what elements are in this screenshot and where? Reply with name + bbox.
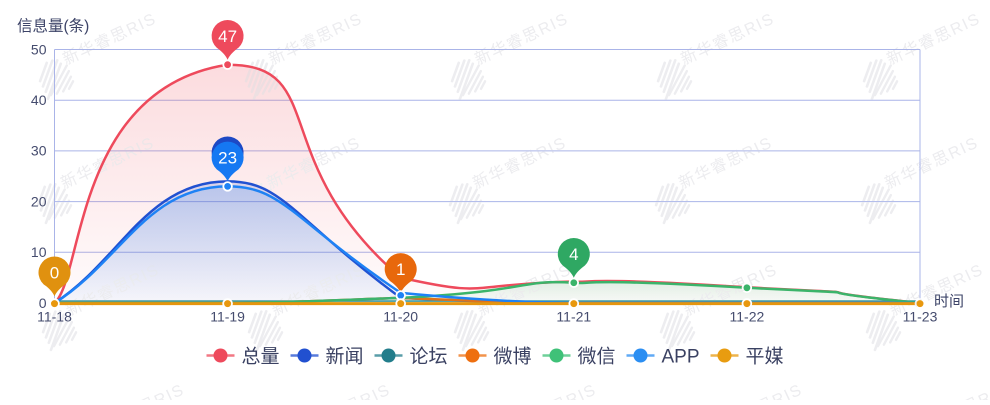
svg-text:总量: 总量 [242, 346, 280, 368]
svg-text:时间: 时间 [934, 293, 964, 310]
svg-text:11-19: 11-19 [210, 309, 245, 325]
svg-text:新华睿思RIS: 新华睿思RIS [706, 381, 805, 400]
svg-text:47: 47 [218, 27, 237, 46]
svg-text:新华睿思RIS: 新华睿思RIS [294, 381, 393, 400]
svg-text:23: 23 [218, 149, 237, 168]
svg-text:0: 0 [39, 295, 47, 311]
svg-text:新华睿思RIS: 新华睿思RIS [472, 10, 571, 69]
svg-text:新华睿思RIS: 新华睿思RIS [678, 10, 777, 69]
svg-text:1: 1 [396, 260, 405, 279]
svg-text:信息量(条): 信息量(条) [17, 17, 89, 35]
svg-text:新华睿思RIS: 新华睿思RIS [882, 134, 981, 193]
svg-text:APP: APP [662, 347, 700, 368]
svg-text:论坛: 论坛 [410, 346, 448, 368]
svg-text:新华睿思RIS: 新华睿思RIS [912, 381, 990, 400]
svg-text:新华睿思RIS: 新华睿思RIS [88, 381, 187, 400]
svg-text:10: 10 [31, 244, 47, 260]
svg-text:50: 50 [31, 41, 47, 57]
svg-text:4: 4 [569, 245, 578, 264]
svg-text:40: 40 [31, 92, 47, 108]
svg-text:11-23: 11-23 [903, 309, 938, 325]
svg-text:新华睿思RIS: 新华睿思RIS [884, 10, 983, 69]
svg-text:微博: 微博 [494, 346, 532, 368]
svg-text:新华睿思RIS: 新华睿思RIS [470, 134, 569, 193]
svg-text:新闻: 新闻 [326, 346, 364, 368]
svg-text:11-20: 11-20 [383, 309, 418, 325]
svg-text:30: 30 [31, 143, 47, 159]
svg-text:新华睿思RIS: 新华睿思RIS [266, 10, 365, 69]
svg-text:0: 0 [50, 264, 59, 283]
svg-text:新华睿思RIS: 新华睿思RIS [676, 134, 775, 193]
svg-text:11-22: 11-22 [730, 309, 765, 325]
svg-text:新华睿思RIS: 新华睿思RIS [500, 381, 599, 400]
svg-text:11-21: 11-21 [556, 309, 591, 325]
svg-text:平媒: 平媒 [746, 346, 784, 368]
svg-text:微信: 微信 [578, 346, 616, 368]
